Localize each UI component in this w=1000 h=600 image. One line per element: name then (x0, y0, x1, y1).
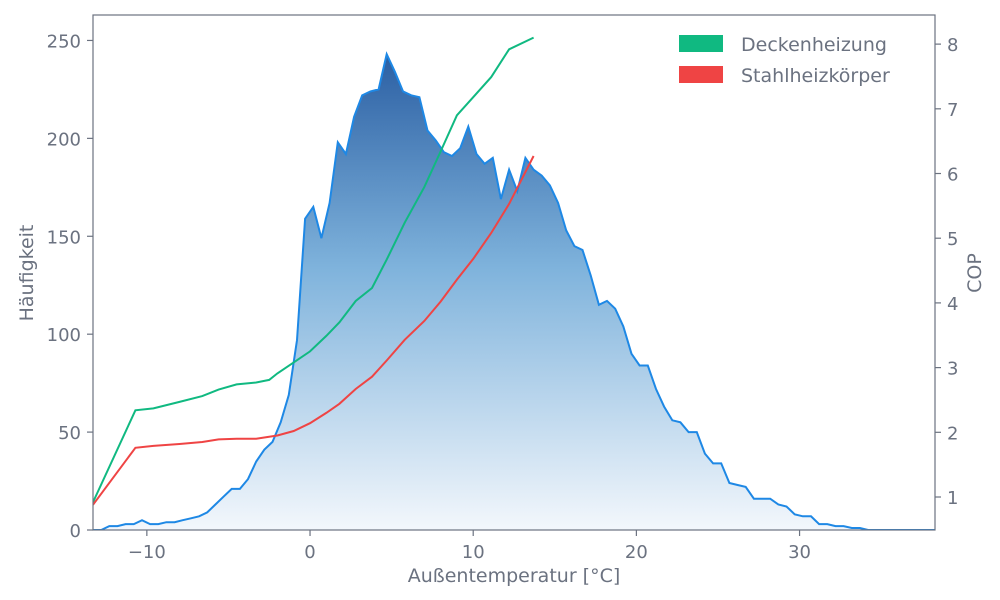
y-tick-label: 250 (47, 31, 81, 52)
legend-label-stahlheizkoerper: Stahlheizkörper (741, 65, 890, 87)
x-axis-title: Außentemperatur [°C] (408, 565, 621, 587)
y-right-tick-label: 2 (947, 423, 958, 444)
histogram-area (93, 54, 935, 530)
y-right-tick-label: 4 (947, 294, 958, 315)
y-tick-label: 150 (47, 227, 81, 248)
y-right-tick-label: 6 (947, 165, 958, 186)
legend: Deckenheizung Stahlheizkörper (679, 34, 890, 87)
y-tick-label: 50 (58, 423, 81, 444)
y-right-tick-label: 1 (947, 488, 958, 509)
x-tick-label: 10 (462, 542, 485, 563)
y-right-tick-label: 5 (947, 229, 958, 250)
x-tick-label: −10 (128, 542, 166, 563)
x-tick-label: 30 (788, 542, 811, 563)
x-tick-label: 20 (625, 542, 648, 563)
x-tick-label: 0 (304, 542, 315, 563)
y-axis-title: Häufigkeit (16, 225, 38, 322)
y-tick-label: 0 (70, 521, 81, 542)
y-right-axis-title: COP (964, 253, 986, 293)
deckenheizung-line (93, 36, 535, 503)
y-right-tick-label: 7 (947, 100, 958, 121)
stahlheizkoerper-line (93, 155, 535, 506)
legend-swatch-stahlheizkoerper (679, 66, 723, 83)
y-tick-label: 200 (47, 129, 81, 150)
y-right-tick-label: 3 (947, 359, 958, 380)
y-tick-label: 100 (47, 325, 81, 346)
histogram-line (93, 51, 935, 530)
plot-frame (92, 14, 936, 531)
y-right-tick-label: 8 (947, 35, 958, 56)
legend-swatch-deckenheizung (679, 35, 723, 52)
legend-label-deckenheizung: Deckenheizung (741, 34, 887, 56)
